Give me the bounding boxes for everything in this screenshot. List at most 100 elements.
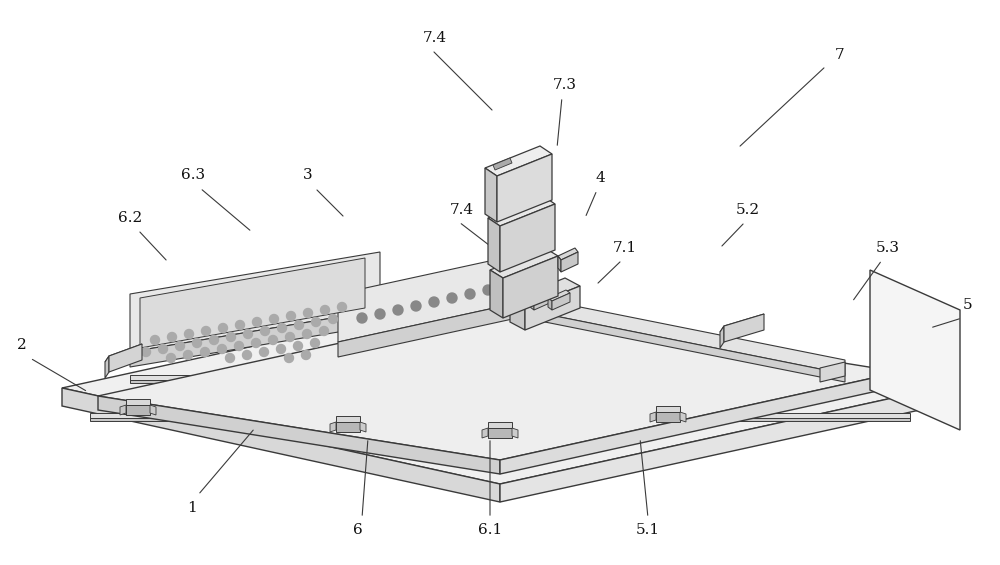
Text: 5.3: 5.3 (876, 241, 900, 255)
Polygon shape (558, 256, 561, 272)
Circle shape (278, 324, 287, 332)
Polygon shape (482, 428, 488, 438)
Polygon shape (338, 250, 540, 342)
Polygon shape (130, 375, 870, 380)
Polygon shape (150, 405, 156, 415)
Polygon shape (490, 270, 503, 318)
Polygon shape (548, 298, 552, 310)
Circle shape (276, 345, 286, 354)
Circle shape (260, 347, 268, 357)
Text: 6: 6 (353, 523, 363, 537)
Polygon shape (510, 300, 525, 330)
Polygon shape (126, 405, 150, 415)
Circle shape (252, 318, 262, 327)
Polygon shape (488, 428, 512, 438)
Circle shape (150, 336, 160, 345)
Polygon shape (488, 196, 555, 226)
Circle shape (310, 338, 320, 347)
Circle shape (244, 329, 252, 338)
Polygon shape (497, 154, 552, 222)
Circle shape (242, 350, 252, 359)
Polygon shape (360, 422, 366, 432)
Text: 5.2: 5.2 (736, 203, 760, 217)
Text: 7.4: 7.4 (423, 31, 447, 45)
Circle shape (192, 338, 202, 347)
Text: 7.1: 7.1 (613, 241, 637, 255)
Text: 4: 4 (595, 171, 605, 185)
Polygon shape (130, 380, 870, 383)
Circle shape (158, 345, 168, 354)
Polygon shape (535, 298, 845, 374)
Polygon shape (500, 204, 555, 272)
Text: 7.4: 7.4 (450, 203, 474, 217)
Polygon shape (820, 362, 845, 382)
Polygon shape (109, 344, 142, 372)
Polygon shape (870, 270, 960, 430)
Polygon shape (656, 406, 680, 412)
Polygon shape (525, 286, 580, 330)
Polygon shape (535, 312, 845, 382)
Circle shape (429, 297, 439, 307)
Circle shape (218, 345, 226, 354)
Polygon shape (105, 344, 142, 362)
Circle shape (411, 301, 421, 311)
Circle shape (338, 302, 347, 311)
Text: 6.1: 6.1 (478, 523, 502, 537)
Polygon shape (512, 428, 518, 438)
Circle shape (286, 332, 294, 341)
Circle shape (294, 320, 304, 329)
Circle shape (184, 350, 192, 359)
Polygon shape (724, 314, 764, 342)
Circle shape (375, 309, 385, 319)
Polygon shape (62, 292, 938, 484)
Polygon shape (130, 310, 380, 367)
Circle shape (302, 350, 310, 359)
Polygon shape (120, 405, 126, 415)
Circle shape (226, 332, 236, 341)
Circle shape (312, 318, 320, 327)
Circle shape (226, 354, 234, 363)
Polygon shape (493, 158, 512, 170)
Polygon shape (720, 326, 724, 348)
Circle shape (483, 285, 493, 295)
Polygon shape (530, 298, 534, 310)
Circle shape (200, 347, 210, 357)
Polygon shape (656, 412, 680, 422)
Polygon shape (503, 256, 558, 318)
Polygon shape (98, 308, 900, 460)
Text: 7.3: 7.3 (553, 78, 577, 92)
Circle shape (320, 327, 328, 336)
Polygon shape (90, 418, 910, 421)
Circle shape (287, 311, 296, 320)
Circle shape (184, 329, 194, 338)
Polygon shape (548, 290, 570, 301)
Polygon shape (336, 422, 360, 432)
Circle shape (304, 308, 312, 318)
Circle shape (328, 315, 338, 324)
Polygon shape (330, 422, 336, 432)
Circle shape (465, 289, 475, 299)
Circle shape (142, 347, 150, 357)
Circle shape (357, 313, 367, 323)
Circle shape (447, 293, 457, 303)
Polygon shape (140, 258, 365, 348)
Polygon shape (485, 168, 497, 222)
Circle shape (176, 341, 184, 350)
Circle shape (285, 354, 294, 363)
Polygon shape (500, 388, 938, 502)
Polygon shape (650, 412, 656, 422)
Polygon shape (488, 422, 512, 428)
Polygon shape (130, 252, 380, 352)
Circle shape (166, 354, 176, 363)
Polygon shape (720, 314, 764, 332)
Text: 7: 7 (835, 48, 845, 62)
Polygon shape (500, 372, 900, 474)
Circle shape (218, 324, 228, 332)
Polygon shape (126, 399, 150, 405)
Polygon shape (558, 248, 578, 260)
Text: 3: 3 (303, 168, 313, 182)
Polygon shape (530, 290, 552, 301)
Circle shape (501, 281, 511, 291)
Circle shape (268, 336, 278, 345)
Polygon shape (510, 278, 580, 308)
